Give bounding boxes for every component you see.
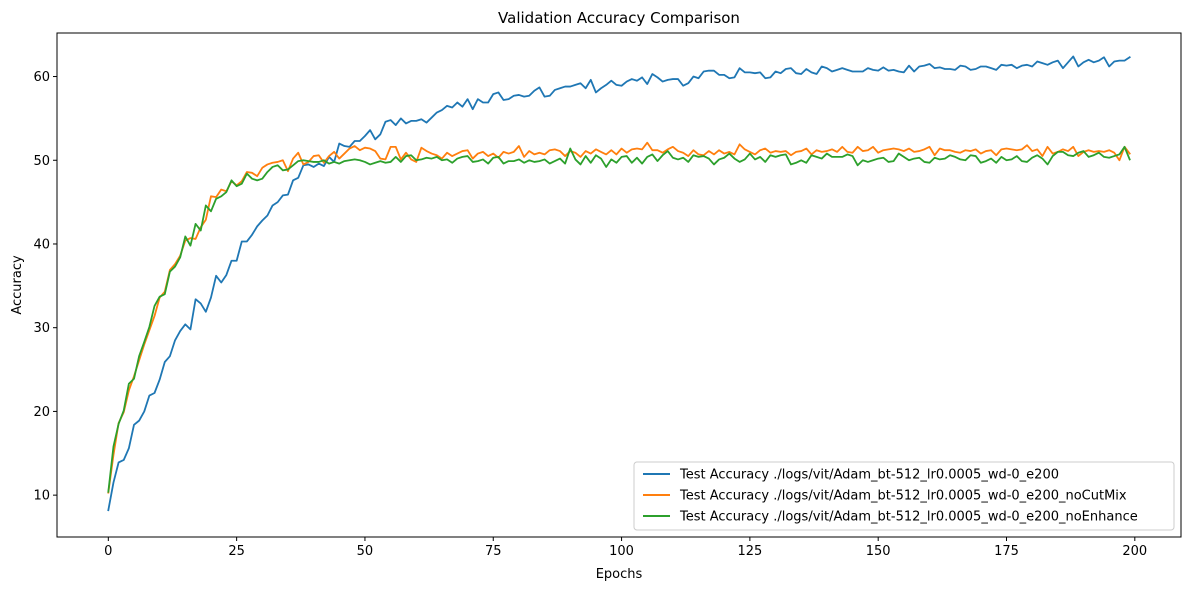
legend-label-series-3: Test Accuracy ./logs/vit/Adam_bt-512_lr0…	[679, 510, 1138, 525]
x-tick-label: 100	[609, 544, 634, 559]
x-axis-label: Epochs	[596, 567, 643, 582]
x-tick-label: 50	[357, 544, 374, 559]
y-tick-label: 20	[33, 405, 50, 420]
x-tick-label: 125	[737, 544, 762, 559]
x-tick-label: 175	[994, 544, 1019, 559]
x-tick-label: 25	[228, 544, 245, 559]
series-line-1	[107, 55, 1131, 512]
y-tick-label: 60	[33, 70, 50, 85]
legend-box	[633, 461, 1175, 531]
y-tick-label: 50	[33, 154, 50, 169]
x-tick-label: 200	[1122, 544, 1147, 559]
x-tick-label: 150	[866, 544, 891, 559]
plot-area-frame	[56, 32, 1182, 538]
legend-label-series-2: Test Accuracy ./logs/vit/Adam_bt-512_lr0…	[679, 489, 1127, 504]
series-line-2	[107, 141, 1131, 494]
x-axis: 0 25 50 75 100 125 150 175 200	[104, 537, 1147, 559]
chart-title: Validation Accuracy Comparison	[498, 9, 740, 27]
y-tick-label: 10	[33, 489, 50, 504]
x-tick-label: 0	[104, 544, 112, 559]
x-tick-label: 75	[485, 544, 502, 559]
series-line-3	[107, 145, 1131, 493]
y-tick-label: 40	[33, 237, 50, 252]
y-axis: 10 20 30 40 50 60	[33, 70, 57, 504]
series-layer	[107, 55, 1131, 512]
legend-label-series-1: Test Accuracy ./logs/vit/Adam_bt-512_lr0…	[679, 468, 1059, 483]
y-tick-label: 30	[33, 321, 50, 336]
y-axis-label: Accuracy	[10, 255, 25, 315]
legend: Test Accuracy ./logs/vit/Adam_bt-512_lr0…	[633, 461, 1175, 531]
